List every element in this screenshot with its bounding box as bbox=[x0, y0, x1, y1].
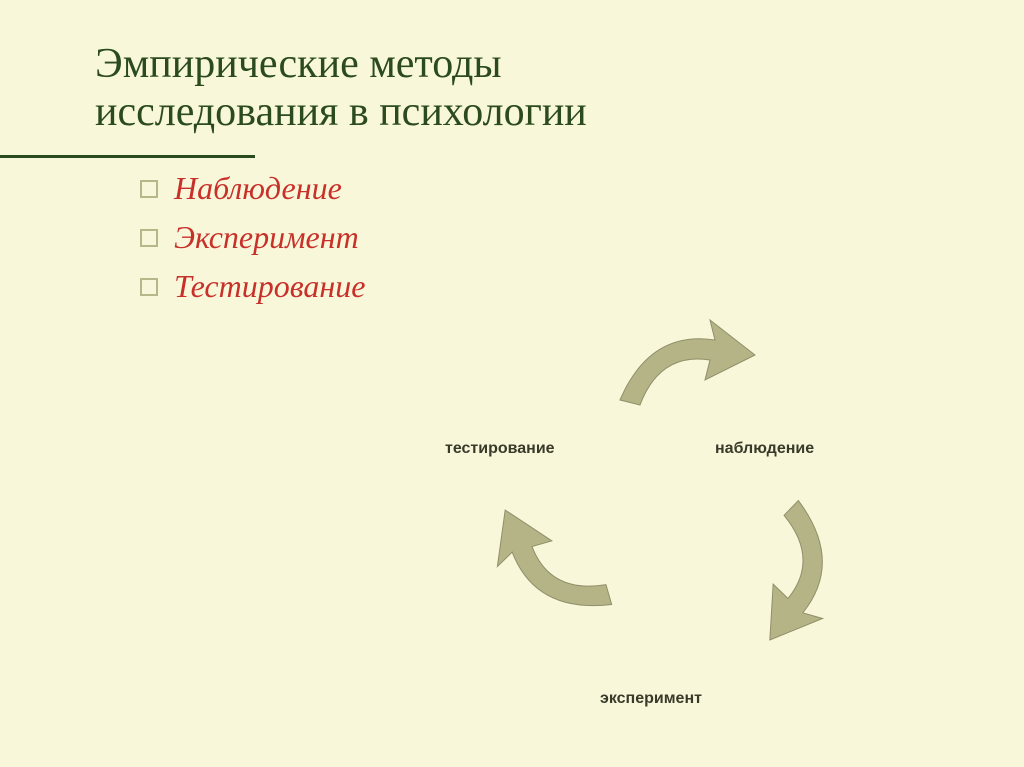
cycle-label: тестирование bbox=[445, 440, 555, 458]
cycle-label: эксперимент bbox=[600, 690, 702, 708]
bullet-square-icon bbox=[140, 180, 158, 198]
cycle-label: наблюдение bbox=[715, 440, 814, 458]
title-line-1: Эмпирические методы bbox=[95, 40, 587, 88]
cycle-arrow-icon bbox=[595, 310, 765, 440]
bullet-list: Наблюдение Эксперимент Тестирование bbox=[140, 170, 365, 317]
cycle-arrow-icon bbox=[461, 459, 659, 671]
bullet-square-icon bbox=[140, 229, 158, 247]
bullet-text: Наблюдение bbox=[174, 170, 342, 207]
cycle-arrow-icon bbox=[691, 459, 889, 671]
bullet-square-icon bbox=[140, 278, 158, 296]
bullet-text: Тестирование bbox=[174, 268, 365, 305]
list-item: Тестирование bbox=[140, 268, 365, 305]
title-underline bbox=[0, 155, 255, 158]
bullet-text: Эксперимент bbox=[174, 219, 359, 256]
slide-title: Эмпирические методы исследования в психо… bbox=[95, 40, 587, 137]
title-line-2: исследования в психологии bbox=[95, 88, 587, 136]
list-item: Эксперимент bbox=[140, 219, 365, 256]
list-item: Наблюдение bbox=[140, 170, 365, 207]
slide: Эмпирические методы исследования в психо… bbox=[0, 0, 1024, 767]
